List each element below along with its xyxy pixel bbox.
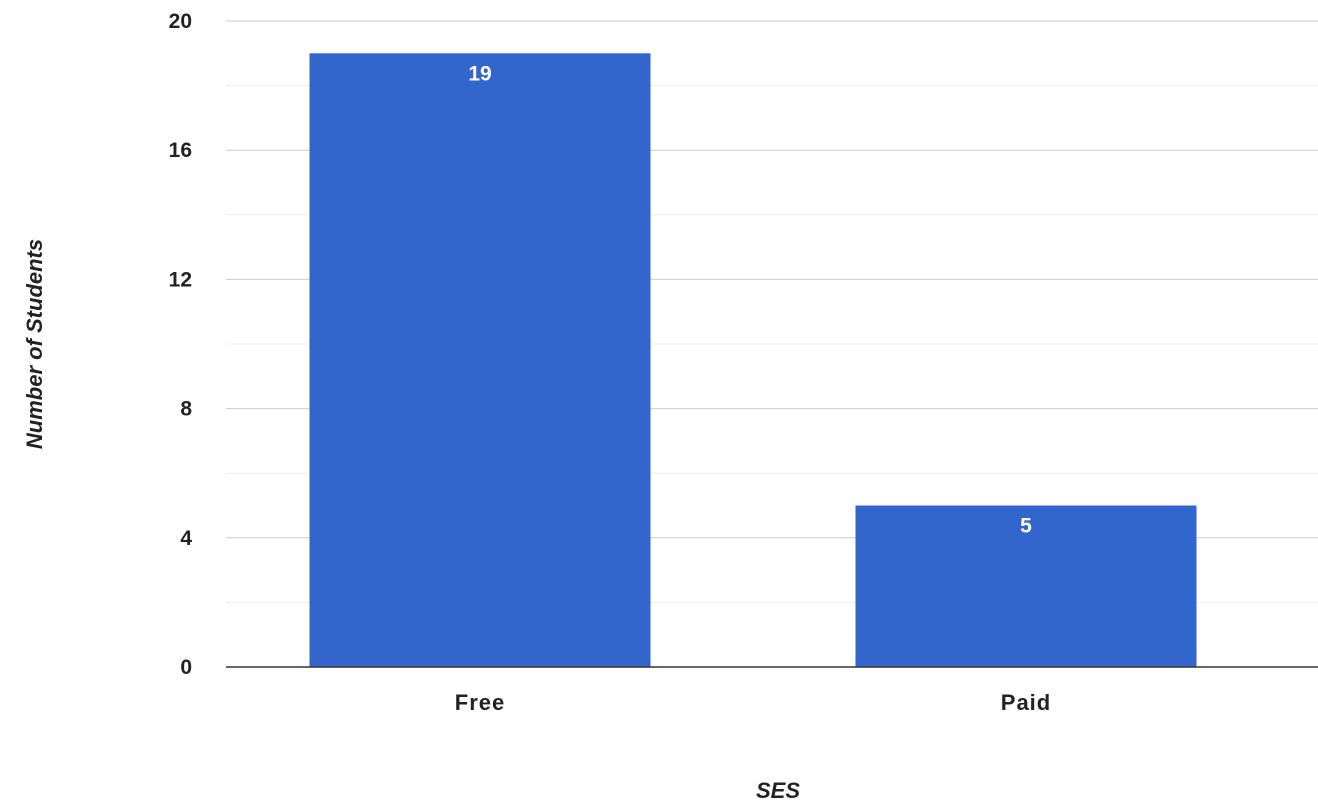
bar-paid <box>855 505 1197 667</box>
data-label-paid: 5 <box>1020 515 1032 538</box>
x-tick-label-paid: Paid <box>1001 690 1051 715</box>
y-tick-label: 12 <box>169 268 192 291</box>
y-tick-label: 16 <box>169 139 192 162</box>
y-tick-label: 20 <box>169 10 192 33</box>
y-tick-label: 8 <box>180 398 192 421</box>
y-tick-label: 0 <box>180 656 192 679</box>
x-axis-title: SES <box>756 778 800 803</box>
x-axis-ticks: Free Paid <box>455 690 1051 715</box>
y-axis-title: Number of Students <box>22 239 47 449</box>
y-axis-ticks: 0 4 8 12 16 20 <box>169 10 193 679</box>
data-label-free: 19 <box>468 62 491 85</box>
bar-free <box>309 53 651 668</box>
x-tick-label-free: Free <box>455 690 505 715</box>
y-tick-label: 4 <box>180 527 192 550</box>
bars: 19 5 <box>309 53 1197 668</box>
